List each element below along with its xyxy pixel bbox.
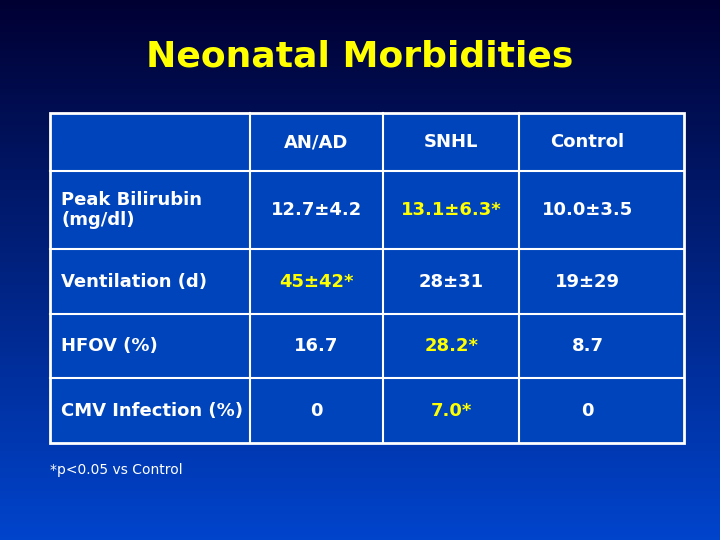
- Text: 0: 0: [310, 402, 323, 420]
- Text: Neonatal Morbidities: Neonatal Morbidities: [146, 40, 574, 73]
- Text: CMV Infection (%): CMV Infection (%): [61, 402, 243, 420]
- Bar: [50, 113, 684, 443]
- Text: 13.1±6.3*: 13.1±6.3*: [401, 201, 502, 219]
- Text: 28.2*: 28.2*: [424, 337, 478, 355]
- Text: Ventilation (d): Ventilation (d): [61, 273, 207, 291]
- Text: 45±42*: 45±42*: [279, 273, 354, 291]
- Text: 0: 0: [581, 402, 593, 420]
- Bar: [50, 113, 684, 443]
- Text: 10.0±3.5: 10.0±3.5: [541, 201, 633, 219]
- Text: *p<0.05 vs Control: *p<0.05 vs Control: [50, 463, 183, 477]
- Text: 19±29: 19±29: [555, 273, 620, 291]
- Text: Peak Bilirubin
(mg/dl): Peak Bilirubin (mg/dl): [61, 191, 202, 229]
- Text: 8.7: 8.7: [572, 337, 603, 355]
- Text: Control: Control: [550, 133, 624, 151]
- Text: AN/AD: AN/AD: [284, 133, 348, 151]
- Text: HFOV (%): HFOV (%): [61, 337, 158, 355]
- Text: SNHL: SNHL: [424, 133, 478, 151]
- Text: 16.7: 16.7: [294, 337, 338, 355]
- Text: 28±31: 28±31: [418, 273, 484, 291]
- Text: 12.7±4.2: 12.7±4.2: [271, 201, 362, 219]
- Text: 7.0*: 7.0*: [431, 402, 472, 420]
